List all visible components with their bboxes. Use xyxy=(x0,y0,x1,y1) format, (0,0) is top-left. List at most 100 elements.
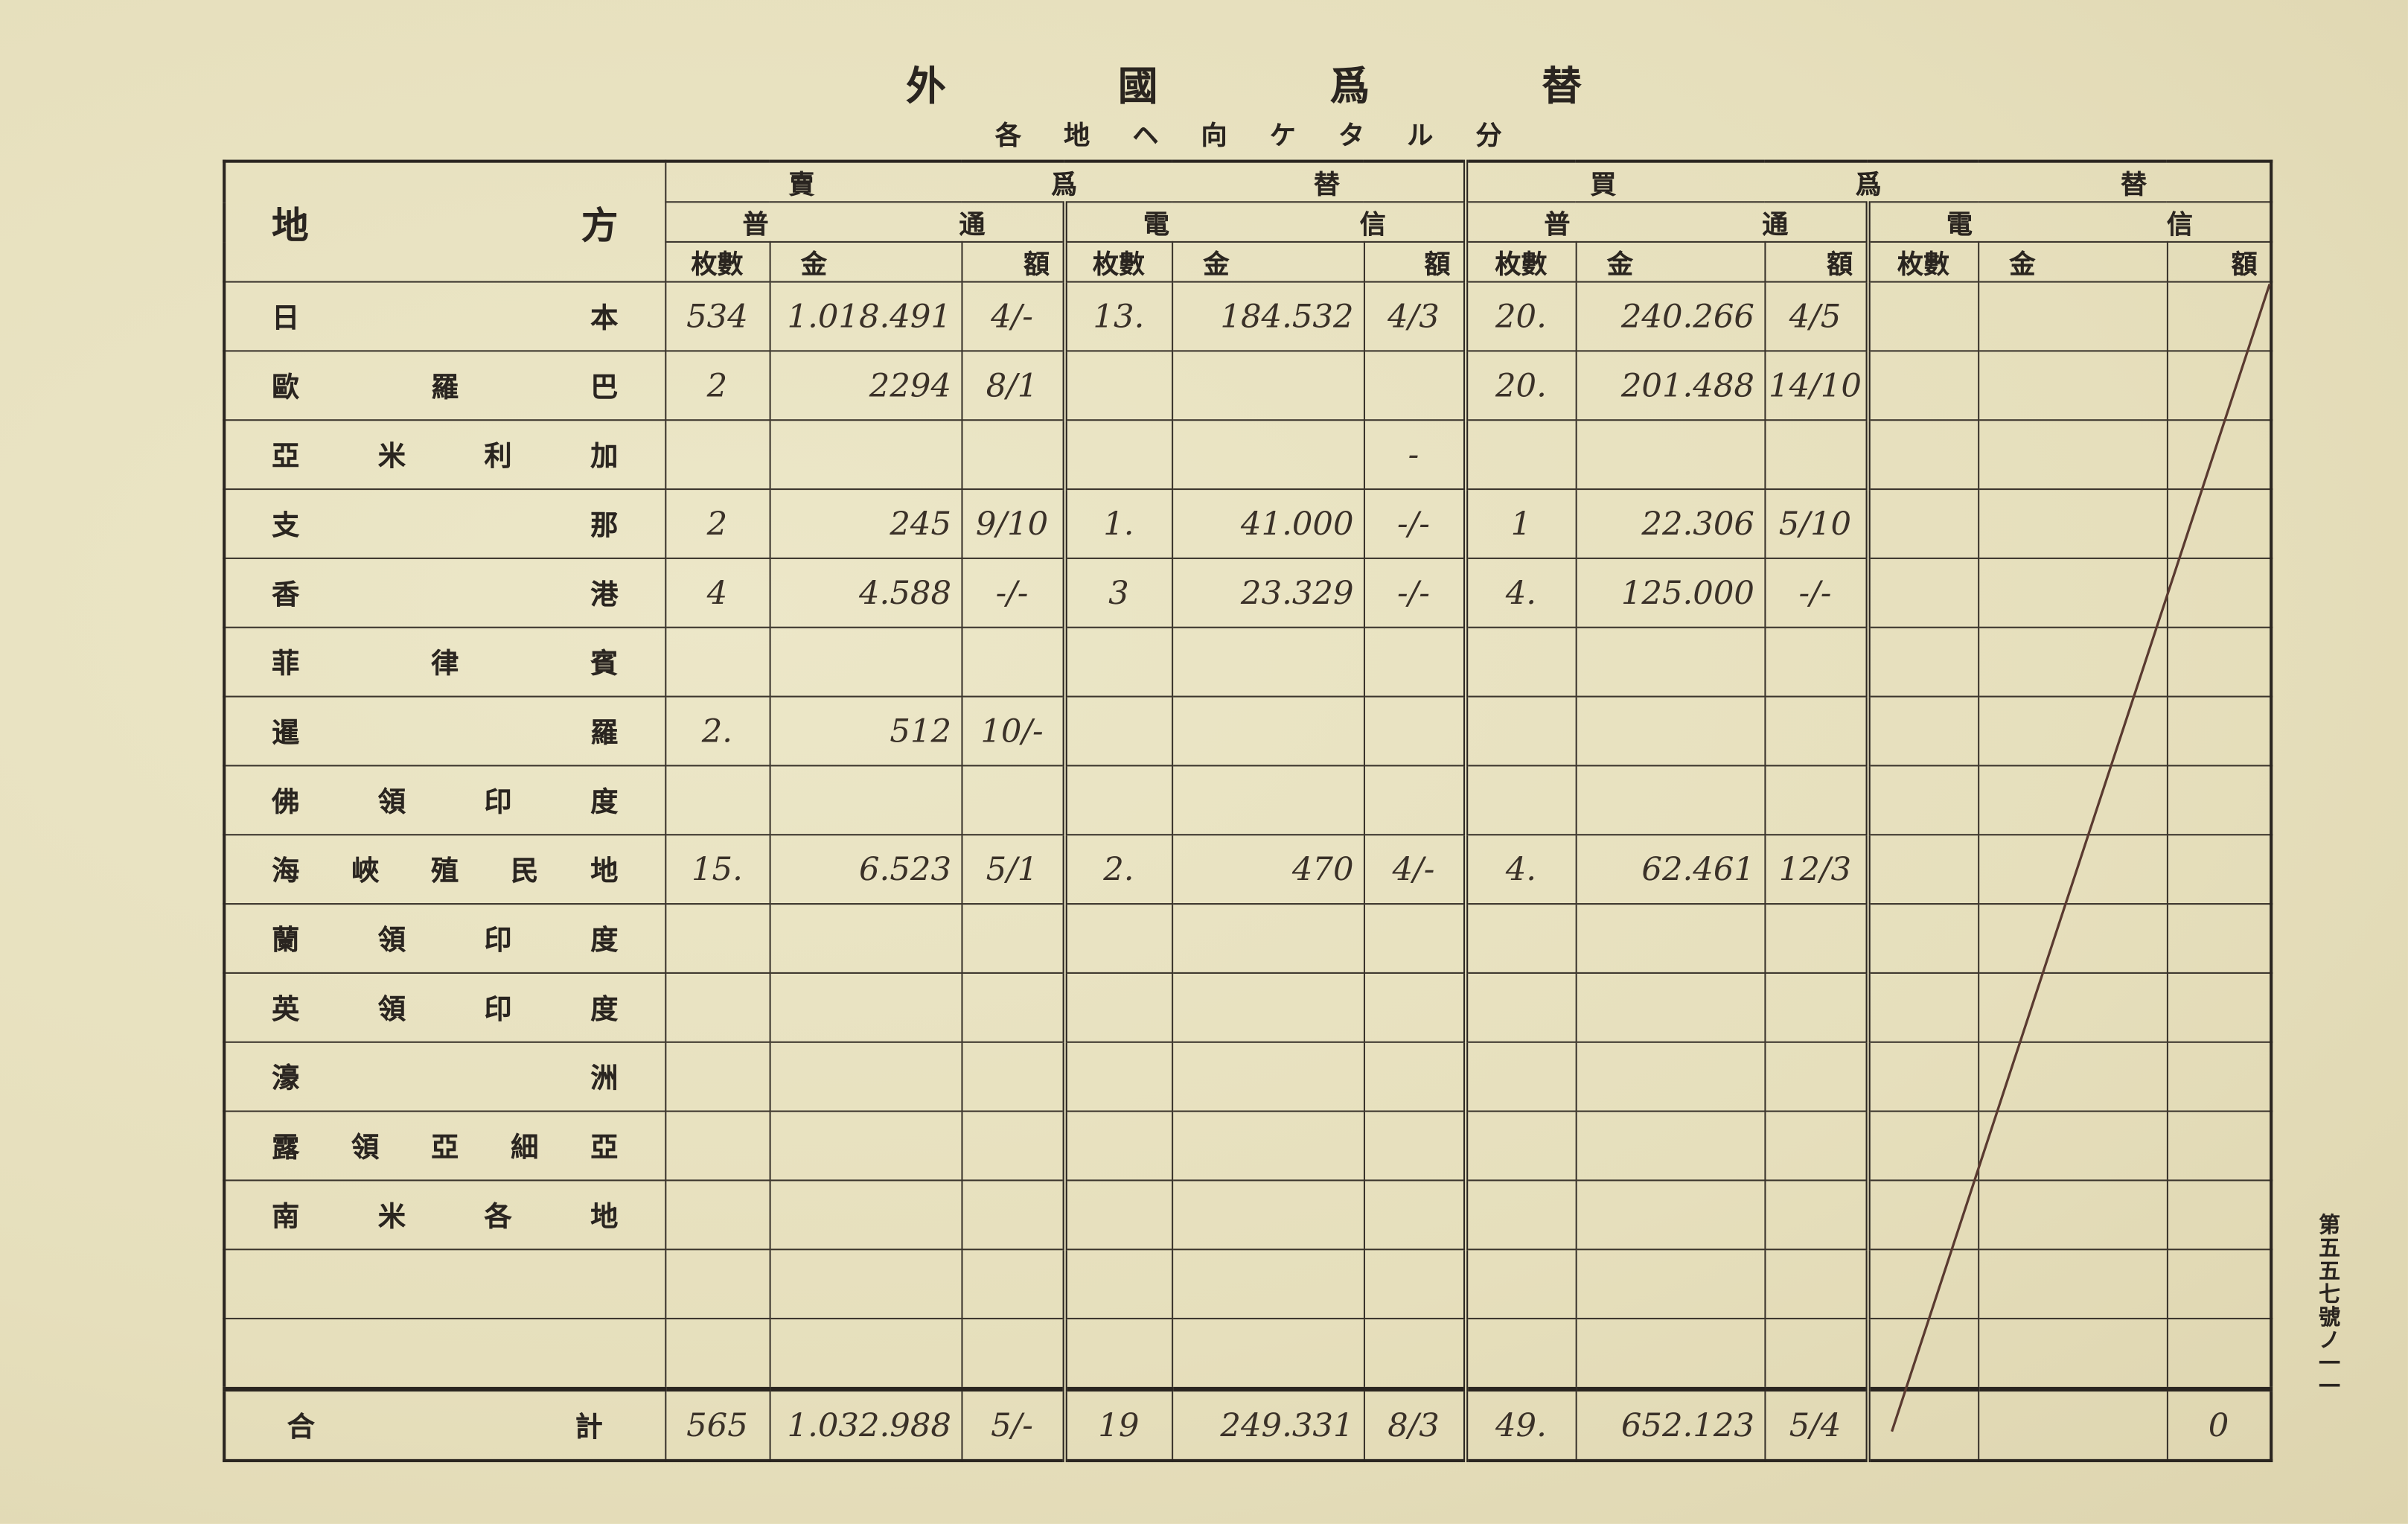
region-header: 地方 xyxy=(223,160,666,283)
page-number-note: 第五五七號ノ一一 xyxy=(2316,1213,2341,1398)
region-label: 濠洲 xyxy=(223,1041,666,1112)
rate-cell: -/- xyxy=(960,557,1067,628)
amount-cell: 22.306 xyxy=(1574,488,1766,559)
region-label: 亞米利加 xyxy=(223,419,666,491)
count-cell: 2 xyxy=(664,488,770,559)
region-label: 佛領印度 xyxy=(223,765,666,836)
amount-cell xyxy=(1171,350,1364,421)
amount-cell xyxy=(1574,903,1766,974)
rate-cell xyxy=(2165,1318,2273,1391)
amount-cell xyxy=(1171,1041,1364,1112)
count-cell xyxy=(1063,626,1173,698)
count-cell: 2. xyxy=(1063,834,1173,905)
rate-cell xyxy=(1763,1249,1870,1320)
rate-cell xyxy=(2165,972,2273,1043)
count-cell xyxy=(1464,1041,1577,1112)
amount-header: 金 xyxy=(768,240,962,283)
count-cell xyxy=(1866,1249,1979,1320)
rate-cell xyxy=(2165,765,2273,836)
count-cell xyxy=(1866,419,1979,491)
count-cell xyxy=(1063,1110,1173,1182)
count-header: 枚數 xyxy=(1866,240,1979,283)
rate-cell xyxy=(1362,765,1468,836)
rate-header: 額 xyxy=(1362,240,1468,283)
table-row: 蘭領印度 xyxy=(223,903,2273,974)
rate-cell xyxy=(1763,1179,1870,1251)
rate-cell xyxy=(1362,1318,1468,1391)
amount-cell xyxy=(1977,419,2168,491)
rate-cell: 9/10 xyxy=(960,488,1067,559)
document-title: 外國爲替 xyxy=(906,64,1582,111)
table-row xyxy=(223,1318,2273,1391)
count-cell: 2. xyxy=(664,695,770,767)
amount-header: 金 xyxy=(1977,240,2168,283)
count-cell xyxy=(1063,1249,1173,1320)
rate-cell xyxy=(960,1249,1067,1320)
rate-cell xyxy=(960,419,1067,491)
region-label xyxy=(223,1249,666,1320)
rate-cell xyxy=(960,903,1067,974)
region-label: 海峽殖民地 xyxy=(223,834,666,905)
amount-cell: 62.461 xyxy=(1574,834,1766,905)
rate-cell xyxy=(2165,695,2273,767)
count-cell: 19 xyxy=(1063,1386,1173,1461)
amount-cell xyxy=(768,1041,962,1112)
count-cell xyxy=(1866,281,1979,352)
rate-cell xyxy=(1763,765,1870,836)
rate-cell xyxy=(2165,1041,2273,1112)
rate-cell xyxy=(960,1110,1067,1182)
rate-cell: -/- xyxy=(1763,557,1870,628)
region-label: 日本 xyxy=(223,281,666,352)
count-cell xyxy=(664,972,770,1043)
amount-cell: 1.018.491 xyxy=(768,281,962,352)
region-label: 蘭領印度 xyxy=(223,903,666,974)
count-cell xyxy=(1866,1110,1979,1182)
count-cell xyxy=(1866,765,1979,836)
amount-cell xyxy=(1574,695,1766,767)
amount-header: 金 xyxy=(1574,240,1766,283)
rate-cell xyxy=(960,972,1067,1043)
count-header: 枚數 xyxy=(664,240,770,283)
amount-cell xyxy=(1574,1249,1766,1320)
table-row: 濠洲 xyxy=(223,1041,2273,1112)
count-cell: 4. xyxy=(1464,557,1577,628)
count-cell: 3 xyxy=(1063,557,1173,628)
rate-cell xyxy=(1763,695,1870,767)
rate-cell xyxy=(1362,350,1468,421)
buy-header: 買爲替 xyxy=(1464,160,2273,203)
rate-cell xyxy=(1362,1249,1468,1320)
amount-cell xyxy=(1171,765,1364,836)
rate-cell xyxy=(960,1041,1067,1112)
rate-cell xyxy=(960,1318,1067,1391)
rate-cell: 5/10 xyxy=(1763,488,1870,559)
amount-cell xyxy=(1574,1318,1766,1391)
count-cell xyxy=(1464,1318,1577,1391)
amount-cell xyxy=(1977,903,2168,974)
amount-cell xyxy=(768,1110,962,1182)
count-cell xyxy=(664,1110,770,1182)
count-cell xyxy=(1464,903,1577,974)
count-cell xyxy=(1063,419,1173,491)
table-row: 南米各地 xyxy=(223,1179,2273,1251)
table-row: 英領印度 xyxy=(223,972,2273,1043)
rate-header: 額 xyxy=(2165,240,2273,283)
amount-cell xyxy=(1171,1110,1364,1182)
table-row: 露領亞細亞 xyxy=(223,1110,2273,1182)
rate-cell xyxy=(2165,903,2273,974)
count-cell: 20. xyxy=(1464,281,1577,352)
rate-cell xyxy=(2165,1110,2273,1182)
count-cell xyxy=(1464,1249,1577,1320)
sell-telegraph-header: 電信 xyxy=(1063,201,1468,243)
amount-cell xyxy=(1977,834,2168,905)
count-cell xyxy=(1866,972,1979,1043)
rate-cell: - xyxy=(1362,419,1468,491)
rate-cell xyxy=(1763,419,1870,491)
count-cell xyxy=(1464,695,1577,767)
region-label: 支那 xyxy=(223,488,666,559)
amount-cell xyxy=(1574,626,1766,698)
count-cell xyxy=(664,1249,770,1320)
count-cell xyxy=(664,626,770,698)
count-cell: 49. xyxy=(1464,1386,1577,1461)
amount-cell xyxy=(1171,695,1364,767)
count-cell xyxy=(1063,1041,1173,1112)
